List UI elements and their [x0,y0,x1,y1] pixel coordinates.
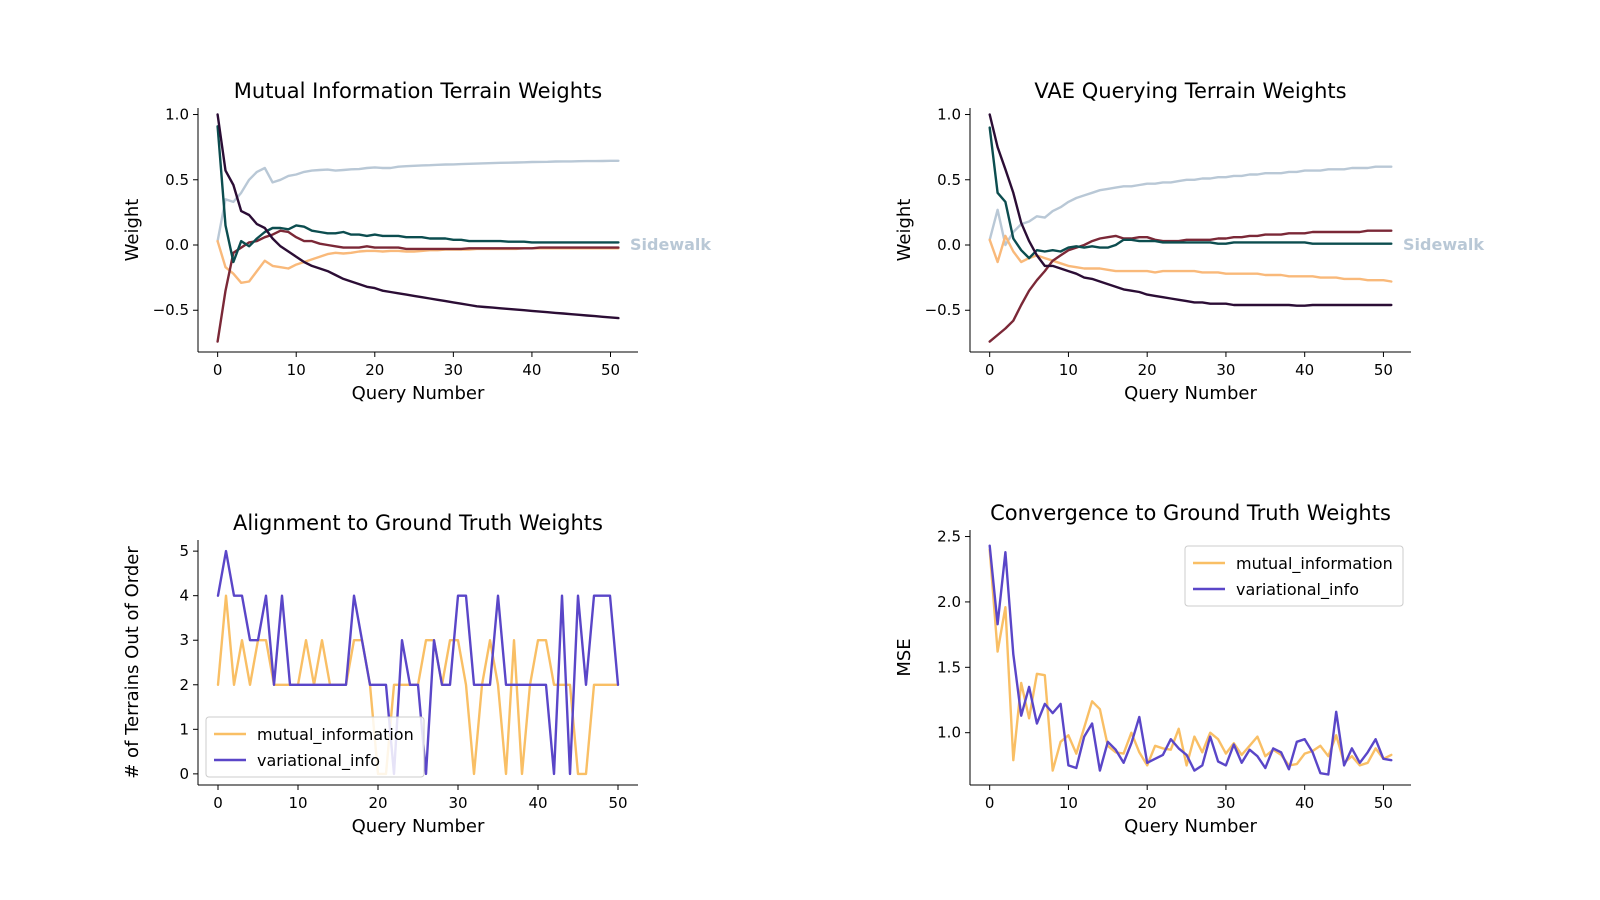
series-line-3 [216,125,620,264]
x-axis-label: Query Number [352,816,485,837]
y-axis-label: # of Terrains Out of Order [122,546,143,779]
y-tick-label: 0.5 [165,171,189,189]
y-tick-label: 2.5 [937,528,961,546]
series-annotation-label: Sidewalk [630,235,711,254]
x-tick-label: 20 [1138,361,1157,379]
x-tick-label: 0 [985,794,995,812]
y-axis-label: Weight [122,199,143,262]
x-axis-label: Query Number [1124,383,1257,404]
series-line-1 [988,234,1393,283]
y-tick-label: −0.5 [153,301,189,319]
x-tick-label: 30 [1216,794,1235,812]
x-tick-label: 10 [288,794,307,812]
y-tick-label: 0.0 [937,236,961,254]
y-tick-label: 0 [179,765,189,783]
legend-label: variational_info [1236,580,1359,600]
y-tick-label: 4 [179,587,189,605]
series-annotation-label: Sidewalk [1403,235,1484,254]
series-line-0 [988,165,1393,247]
chart-title: Alignment to Ground Truth Weights [233,511,603,535]
x-tick-label: 0 [213,794,223,812]
chart-vae-querying-terrain-weights: VAE Querying Terrain Weights 0 10 20 30 40 50 1… [894,79,1484,404]
x-tick-label: 40 [1295,361,1314,379]
legend: mutual_information variational_info [1184,545,1404,607]
series-line-0 [988,548,1393,772]
x-tick-label: 0 [985,361,995,379]
legend: mutual_information variational_info [205,716,425,778]
y-tick-label: 3 [179,631,189,649]
y-tick-label: 5 [179,542,189,560]
x-tick-label: 10 [1059,794,1078,812]
x-tick-label: 20 [365,361,384,379]
y-tick-label: 1.0 [937,106,961,124]
y-tick-label: 0.5 [937,171,961,189]
chart-title: Convergence to Ground Truth Weights [990,501,1391,525]
y-tick-label: 2.0 [937,593,961,611]
y-axis-label: Weight [894,199,915,262]
series-line-4 [988,113,1393,307]
y-tick-label: 1.0 [165,106,189,124]
series-line-0 [216,159,620,243]
legend-box [1184,545,1404,607]
series-line-4 [216,113,620,320]
chart-mutual-information-terrain-weights: Mutual Information Terrain Weights 0 10 20 3… [122,79,711,404]
x-tick-label: 50 [601,361,620,379]
x-tick-label: 40 [528,794,547,812]
x-tick-label: 10 [287,361,306,379]
chart-title: VAE Querying Terrain Weights [1034,79,1346,103]
legend-label: variational_info [257,751,380,771]
y-tick-label: 1.5 [937,658,961,676]
x-tick-label: 40 [522,361,541,379]
x-tick-label: 30 [1216,361,1235,379]
x-tick-label: 10 [1059,361,1078,379]
series-line-1 [988,544,1393,776]
x-axis-label: Query Number [352,383,485,404]
x-tick-label: 50 [1374,794,1393,812]
legend-label: mutual_information [257,725,414,745]
series-line-2 [988,229,1393,343]
chart-title: Mutual Information Terrain Weights [234,79,602,103]
chart-convergence-to-ground-truth: Convergence to Ground Truth Weights 0 10 20… [894,501,1411,837]
x-tick-label: 30 [448,794,467,812]
legend-label: mutual_information [1236,554,1393,574]
legend-box [205,716,425,778]
y-tick-label: 1 [179,720,189,738]
series-line-1 [216,549,620,776]
x-tick-label: 40 [1295,794,1314,812]
y-tick-label: 0.0 [165,236,189,254]
x-axis-label: Query Number [1124,816,1257,837]
x-tick-label: 50 [608,794,627,812]
series-line-2 [216,229,620,343]
y-tick-label: 2 [179,676,189,694]
x-tick-label: 50 [1374,361,1393,379]
x-tick-label: 20 [1138,794,1157,812]
y-tick-label: −0.5 [925,301,961,319]
x-tick-label: 0 [213,361,223,379]
y-tick-label: 1.0 [937,724,961,742]
y-axis-label: MSE [894,638,915,676]
series-line-3 [988,126,1393,260]
x-tick-label: 20 [368,794,387,812]
x-tick-label: 30 [444,361,463,379]
